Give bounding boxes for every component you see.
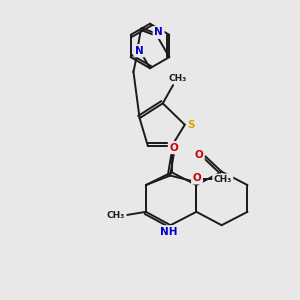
Text: O: O	[194, 150, 203, 160]
Text: CH₃: CH₃	[107, 211, 125, 220]
Text: NH: NH	[160, 227, 178, 237]
Text: CH₃: CH₃	[214, 175, 232, 184]
Text: N: N	[135, 46, 144, 56]
Text: O: O	[169, 142, 178, 153]
Text: CH₃: CH₃	[169, 74, 187, 83]
Text: S: S	[188, 120, 195, 130]
Text: O: O	[193, 173, 201, 183]
Text: N: N	[154, 27, 163, 38]
